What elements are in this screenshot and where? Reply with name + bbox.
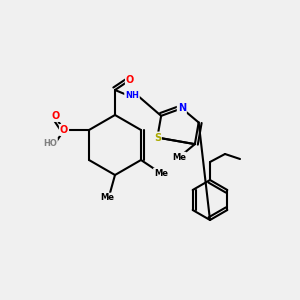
Text: O: O — [126, 75, 134, 85]
Text: Me: Me — [154, 169, 168, 178]
Text: S: S — [154, 133, 161, 142]
Text: Me: Me — [100, 194, 114, 202]
Text: N: N — [178, 103, 186, 113]
Text: O: O — [60, 125, 68, 135]
Text: Me: Me — [172, 153, 186, 162]
Text: NH: NH — [125, 91, 139, 100]
Text: HO: HO — [43, 139, 57, 148]
Text: O: O — [52, 111, 60, 121]
